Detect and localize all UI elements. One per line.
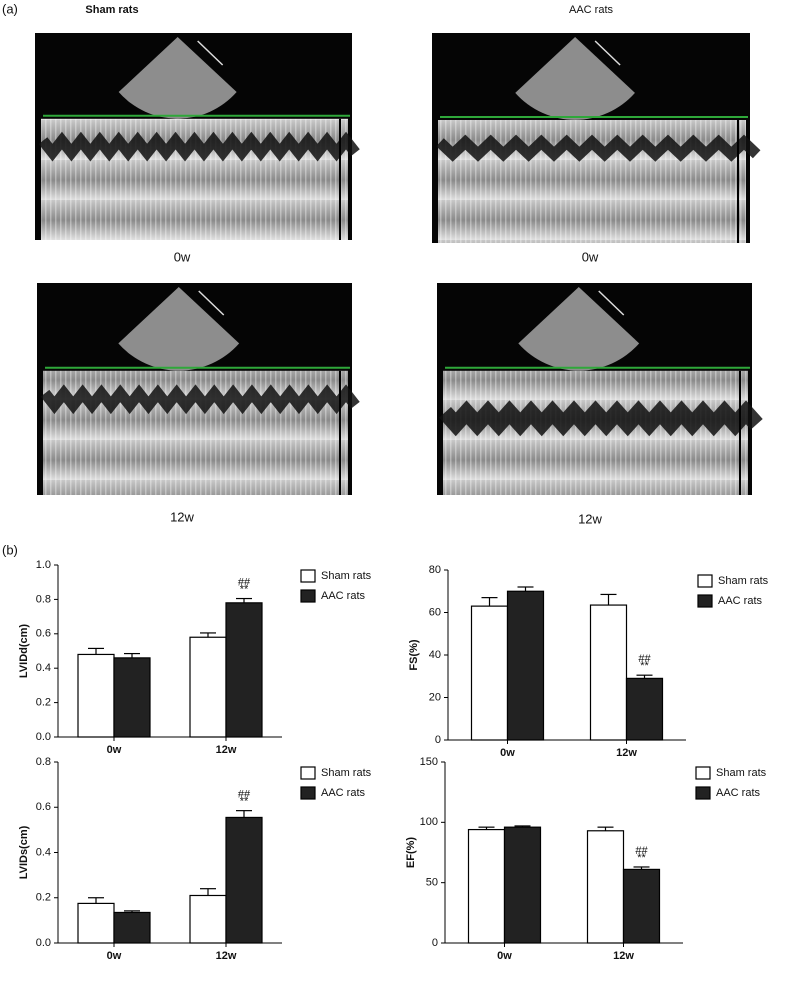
y-tick-label: 40 bbox=[429, 649, 441, 661]
x-tick-label: 0w bbox=[497, 950, 512, 962]
bar bbox=[622, 868, 661, 944]
echo-sector bbox=[518, 287, 640, 371]
echo-mmode bbox=[443, 370, 748, 495]
significance-mark: ** bbox=[240, 796, 249, 808]
legend-label: Sham rats bbox=[321, 767, 372, 779]
significance-mark: ## bbox=[638, 653, 651, 665]
legend-swatch bbox=[300, 766, 316, 780]
bar bbox=[506, 590, 545, 741]
significance-mark: ** bbox=[640, 660, 649, 672]
panel-label: (a) bbox=[2, 1, 18, 16]
legend-swatch bbox=[697, 594, 713, 608]
y-tick-label: 150 bbox=[420, 756, 438, 768]
echo-sector bbox=[118, 287, 240, 371]
y-tick-label: 0.2 bbox=[36, 892, 51, 904]
row-label: 0w bbox=[582, 249, 599, 264]
y-tick-label: 0.6 bbox=[36, 801, 51, 813]
x-tick-label: 12w bbox=[216, 744, 237, 756]
panel-label: (b) bbox=[2, 542, 18, 557]
legend-swatch bbox=[300, 589, 316, 603]
bar bbox=[589, 604, 628, 741]
y-axis-label: EF(%) bbox=[405, 837, 417, 869]
legend-label: AAC rats bbox=[321, 590, 366, 602]
significance-mark: ** bbox=[637, 852, 646, 864]
legend-label: AAC rats bbox=[716, 787, 761, 799]
bar bbox=[470, 605, 509, 741]
bar bbox=[189, 894, 227, 944]
legend-swatch bbox=[695, 786, 711, 800]
row-label: 12w bbox=[170, 509, 194, 524]
row-label: 0w bbox=[174, 249, 191, 264]
y-axis-label: LVIDd(cm) bbox=[18, 624, 30, 679]
y-tick-label: 0.4 bbox=[36, 846, 51, 858]
legend-swatch bbox=[697, 574, 713, 588]
significance-mark: ** bbox=[240, 583, 249, 595]
y-tick-label: 1.0 bbox=[36, 559, 51, 571]
y-tick-label: 0.0 bbox=[36, 731, 51, 743]
echo-probe bbox=[197, 40, 224, 66]
bar bbox=[503, 826, 542, 944]
bar bbox=[225, 816, 263, 944]
bar bbox=[467, 828, 506, 944]
echo-wall bbox=[38, 131, 360, 162]
bar bbox=[189, 636, 227, 738]
x-tick-label: 12w bbox=[613, 950, 634, 962]
y-axis-label: FS(%) bbox=[408, 639, 420, 671]
echo-sector bbox=[515, 37, 635, 120]
y-tick-label: 0.6 bbox=[36, 628, 51, 640]
significance-mark: ## bbox=[238, 789, 251, 801]
y-tick-label: 80 bbox=[429, 564, 441, 576]
y-tick-label: 0.8 bbox=[36, 593, 51, 605]
legend-swatch bbox=[695, 766, 711, 780]
x-tick-label: 12w bbox=[616, 747, 637, 759]
y-tick-label: 50 bbox=[426, 877, 438, 889]
bar bbox=[77, 902, 115, 944]
echo-sector bbox=[118, 37, 237, 119]
y-tick-label: 0.8 bbox=[36, 756, 51, 768]
bar bbox=[625, 677, 664, 741]
y-tick-label: 20 bbox=[429, 691, 441, 703]
echo-wall bbox=[436, 134, 761, 162]
significance-mark: ## bbox=[635, 845, 648, 857]
y-axis-label: LVIDs(cm) bbox=[18, 825, 30, 879]
echo-probe bbox=[198, 290, 225, 316]
x-tick-label: 12w bbox=[216, 950, 237, 962]
y-tick-label: 60 bbox=[429, 606, 441, 618]
column-label: AAC rats bbox=[569, 4, 614, 16]
bar bbox=[113, 657, 151, 738]
y-tick-label: 0.4 bbox=[36, 662, 51, 674]
legend-label: AAC rats bbox=[718, 595, 763, 607]
y-tick-label: 0.2 bbox=[36, 697, 51, 709]
legend-label: AAC rats bbox=[321, 787, 366, 799]
y-tick-label: 100 bbox=[420, 816, 438, 828]
legend-label: Sham rats bbox=[718, 575, 769, 587]
x-tick-label: 0w bbox=[107, 950, 122, 962]
echo-wall bbox=[40, 384, 360, 415]
legend-label: Sham rats bbox=[321, 570, 372, 582]
bar bbox=[113, 911, 151, 944]
y-tick-label: 0 bbox=[435, 734, 441, 746]
x-tick-label: 0w bbox=[500, 747, 515, 759]
y-tick-label: 0 bbox=[432, 937, 438, 949]
x-tick-label: 0w bbox=[107, 744, 122, 756]
echo-probe bbox=[594, 40, 621, 66]
bar bbox=[225, 602, 263, 738]
echo-probe bbox=[598, 290, 625, 316]
row-label: 12w bbox=[578, 511, 602, 526]
significance-mark: ## bbox=[238, 576, 251, 588]
legend-label: Sham rats bbox=[716, 767, 767, 779]
echo-wall bbox=[439, 400, 763, 437]
legend-swatch bbox=[300, 569, 316, 583]
bar bbox=[586, 830, 625, 944]
legend-swatch bbox=[300, 786, 316, 800]
y-tick-label: 0.0 bbox=[36, 937, 51, 949]
bar bbox=[77, 653, 115, 738]
column-label: Sham rats bbox=[85, 4, 138, 16]
